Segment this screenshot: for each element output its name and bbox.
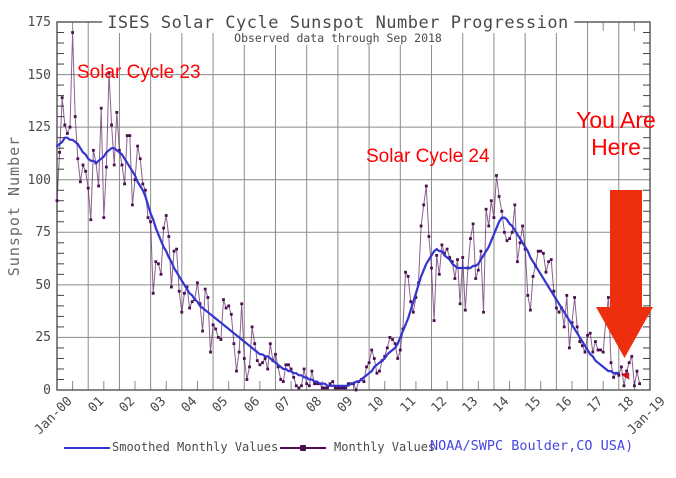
you-are-here-label: You Are Here — [576, 107, 656, 160]
smoothed-legend-label: Smoothed Monthly Values — [112, 440, 279, 454]
you-are-here-arrow — [596, 190, 653, 358]
y-axis-label: Sunspot Number — [5, 135, 23, 277]
y-tick-label: 100 — [27, 172, 51, 188]
monthly-legend-label: Monthly Values — [334, 440, 436, 454]
y-tick-label: 125 — [27, 120, 51, 136]
monthly-series-line — [56, 32, 641, 392]
solar-cycle-23-label: Solar Cycle 23 — [77, 62, 201, 83]
y-tick-label: 25 — [35, 330, 51, 346]
y-tick-label: 150 — [27, 67, 51, 83]
monthly-legend-dot — [300, 444, 306, 451]
smoothed-series-line — [55, 136, 620, 387]
chart-title: ISES Solar Cycle Sunspot Number Progress… — [102, 13, 574, 33]
solar-cycle-24-label: Solar Cycle 24 — [366, 146, 490, 167]
y-tick-label: 75 — [35, 225, 51, 241]
attribution-text: NOAA/SWPC Boulder,CO USA) — [430, 438, 634, 454]
monthly-series-dots — [55, 31, 641, 392]
y-tick-label: 175 — [27, 15, 51, 30]
chart-subtitle: Observed data through Sep 2018 — [231, 31, 445, 45]
y-tick-label: 0 — [43, 383, 51, 398]
y-tick-label: 50 — [35, 277, 51, 293]
smoothed-legend-swatch — [64, 447, 110, 449]
